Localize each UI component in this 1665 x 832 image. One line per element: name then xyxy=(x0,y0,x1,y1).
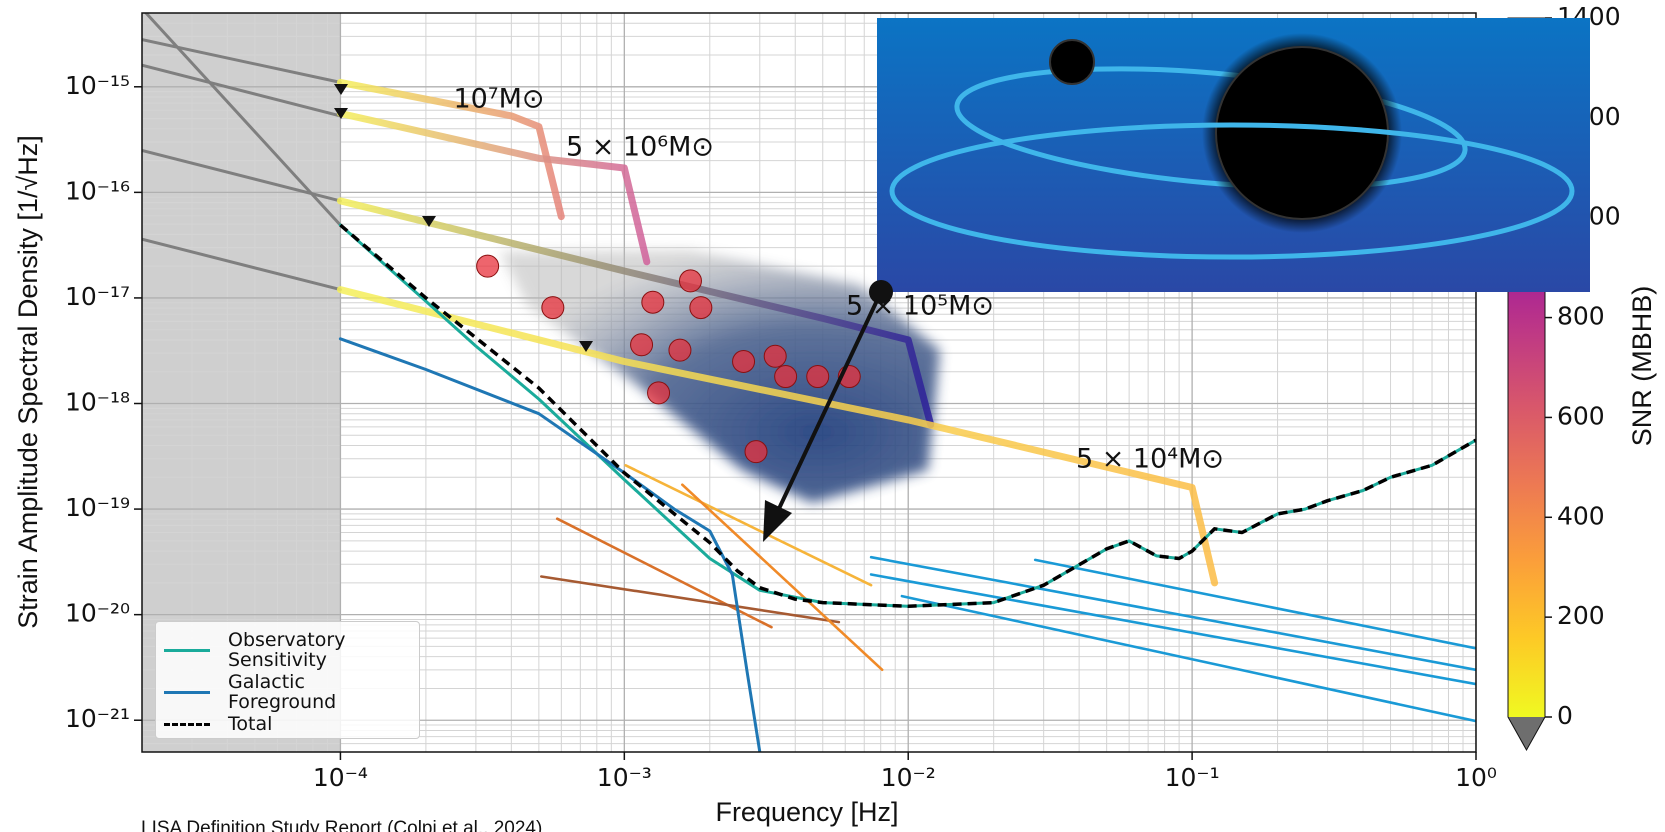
colorbar-tick-label: 600 xyxy=(1557,401,1605,430)
x-tick-label: 10⁻⁴ xyxy=(313,763,368,792)
track-label: 5 × 10⁶M⊙ xyxy=(566,132,714,163)
black-hole xyxy=(1216,47,1388,219)
source-point xyxy=(745,441,767,463)
y-axis-label: Strain Amplitude Spectral Density [1/√Hz… xyxy=(13,135,43,629)
legend-label: Observatory Sensitivity xyxy=(228,630,388,670)
source-point xyxy=(764,345,786,367)
inset-illustration xyxy=(877,18,1590,292)
y-tick-label: 10⁻²⁰ xyxy=(65,599,130,628)
legend-swatch xyxy=(164,691,210,694)
x-tick-label: 10⁻² xyxy=(881,763,936,792)
legend-label: Galactic Foreground xyxy=(228,672,388,712)
y-tick-label: 10⁻²¹ xyxy=(65,704,130,733)
track-label: 10⁷M⊙ xyxy=(453,84,544,115)
source-point xyxy=(807,366,829,388)
colorbar-label: SNR (MBHB) xyxy=(1627,286,1657,447)
black-hole-small xyxy=(1050,40,1094,84)
legend-swatch xyxy=(164,649,210,652)
source-point xyxy=(648,382,670,404)
legend-entry: Galactic Foreground xyxy=(164,672,411,712)
y-tick-label: 10⁻¹⁵ xyxy=(65,71,130,100)
page: {"chart_data": { "type": "line", "x_labe… xyxy=(0,0,1665,832)
track-label: 5 × 10⁴M⊙ xyxy=(1076,444,1224,475)
source-point xyxy=(669,339,691,361)
x-tick-label: 10⁻³ xyxy=(597,763,652,792)
legend-label: Total xyxy=(228,714,388,734)
source-point xyxy=(542,297,564,319)
source-point xyxy=(642,291,664,313)
colorbar-tick-label: 800 xyxy=(1557,302,1605,331)
source-point xyxy=(631,334,653,356)
legend-entry: Observatory Sensitivity xyxy=(164,630,411,670)
colorbar-tick-label: 0 xyxy=(1557,701,1573,730)
y-tick-label: 10⁻¹⁸ xyxy=(65,388,130,417)
source-note: LISA Definition Study Report (Colpi et a… xyxy=(141,818,542,832)
source-point xyxy=(679,270,701,292)
legend-entry: Total xyxy=(164,714,411,734)
x-tick-label: 10⁻¹ xyxy=(1165,763,1220,792)
source-point xyxy=(690,297,712,319)
source-point xyxy=(775,366,797,388)
y-tick-label: 10⁻¹⁶ xyxy=(65,176,130,205)
colorbar-tick-label: 200 xyxy=(1557,601,1605,630)
x-axis-label: Frequency [Hz] xyxy=(715,797,898,827)
colorbar-tick-label: 400 xyxy=(1557,501,1605,530)
y-tick-label: 10⁻¹⁹ xyxy=(65,493,130,522)
y-tick-label: 10⁻¹⁷ xyxy=(65,282,130,311)
x-tick-label: 10⁰ xyxy=(1455,763,1497,792)
legend-swatch xyxy=(164,723,210,726)
source-point xyxy=(733,350,755,372)
source-point xyxy=(477,255,499,277)
track-label: 5 × 10⁵M⊙ xyxy=(846,291,994,322)
